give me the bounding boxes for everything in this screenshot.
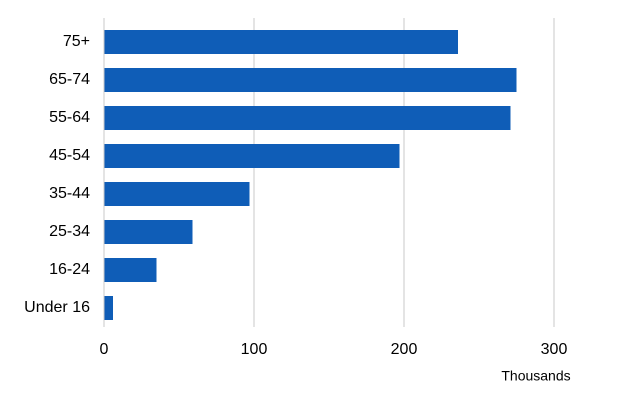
y-tick-label: 55-64	[49, 109, 90, 126]
y-tick-label: 35-44	[49, 185, 90, 202]
y-tick-label: 16-24	[49, 261, 90, 278]
bar	[104, 296, 113, 320]
bar	[104, 258, 157, 282]
bar	[104, 68, 517, 92]
y-tick-label: Under 16	[24, 299, 90, 316]
bar	[104, 220, 193, 244]
x-tick-label: 200	[391, 341, 418, 358]
bar	[104, 30, 458, 54]
bar	[104, 144, 400, 168]
bar	[104, 182, 250, 206]
y-tick-label: 45-54	[49, 147, 90, 164]
x-tick-label: 0	[100, 341, 109, 358]
x-axis-title: Thousands	[501, 368, 570, 384]
x-tick-label: 300	[541, 341, 568, 358]
y-tick-label: 65-74	[49, 71, 90, 88]
y-tick-label: 25-34	[49, 223, 90, 240]
y-tick-label: 75+	[63, 33, 90, 50]
x-tick-label: 100	[241, 341, 268, 358]
bar	[104, 106, 511, 130]
